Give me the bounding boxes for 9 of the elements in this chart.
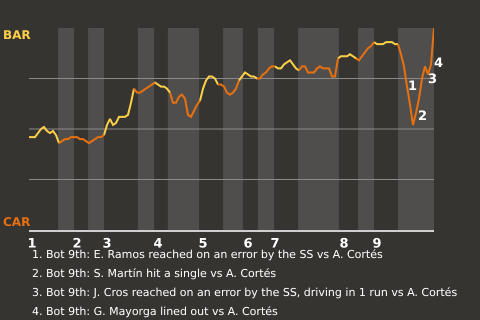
annotation: CAR xyxy=(3,215,30,229)
text: 3. Bot 9th: J. Cros reached on an error by the SS, driving in 1 run vs A. Cortés xyxy=(32,286,458,299)
annotation: 3 xyxy=(428,72,438,87)
annotation: BAR xyxy=(3,28,31,42)
annotation: 1 xyxy=(408,79,418,94)
annotation: 4 xyxy=(434,56,444,71)
text: 4. Bot 9th: G. Mayorga lined out vs A. Cortés xyxy=(32,305,278,318)
text: 2. Bot 9th: S. Martín hit a single vs A. Cortés xyxy=(32,267,276,280)
annotation: 2 xyxy=(418,109,428,124)
